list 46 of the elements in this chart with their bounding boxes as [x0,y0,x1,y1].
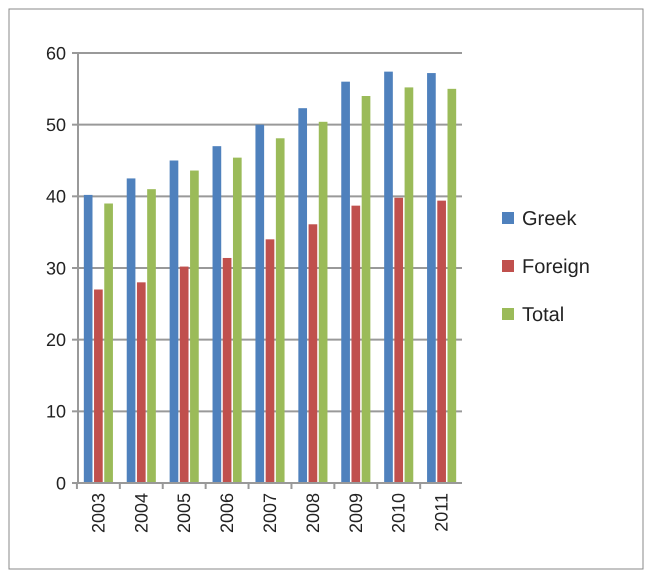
legend-label: Foreign [522,256,590,278]
bar [404,87,414,483]
x-tick-label: 2011 [432,493,452,532]
y-tick-label: 50 [46,114,66,135]
bar [394,198,404,483]
bar [318,122,328,483]
bar [212,146,222,483]
bar [94,290,103,483]
bar [222,258,232,483]
y-tick-label: 20 [46,330,66,350]
bar [104,204,113,483]
y-tick-label: 60 [46,43,66,64]
bar [147,189,156,483]
x-tick-label: 2008 [302,493,323,534]
bar [126,178,136,483]
y-tick-label: 10 [46,402,66,422]
x-tick-label: 2007 [260,493,280,534]
bar [276,138,285,483]
bar [447,88,456,483]
bar [84,194,93,483]
x-tick-label: 2004 [131,493,152,534]
bar [362,96,370,483]
x-tick-label: 2005 [174,493,194,534]
y-tick-label: 40 [46,186,66,207]
bar [427,73,436,483]
bar [384,72,393,483]
bar [190,170,199,483]
y-tick-label: 0 [56,473,66,494]
x-tick-label: 2006 [217,493,238,534]
bar [255,124,264,483]
bar [351,206,360,483]
legend-label: Total [522,304,564,326]
bar [136,282,146,483]
legend-label: Greek [522,208,578,230]
y-tick-label: 30 [46,258,66,278]
x-tick-label: 2009 [346,493,366,534]
bar [232,158,242,483]
bar [341,82,350,483]
x-tick-label: 2003 [88,493,108,534]
bar [308,224,318,483]
bar [170,160,178,483]
bar [180,266,189,483]
bar [437,200,446,483]
x-tick-label: 2010 [388,493,409,534]
bar [298,108,308,483]
bar [266,239,274,483]
